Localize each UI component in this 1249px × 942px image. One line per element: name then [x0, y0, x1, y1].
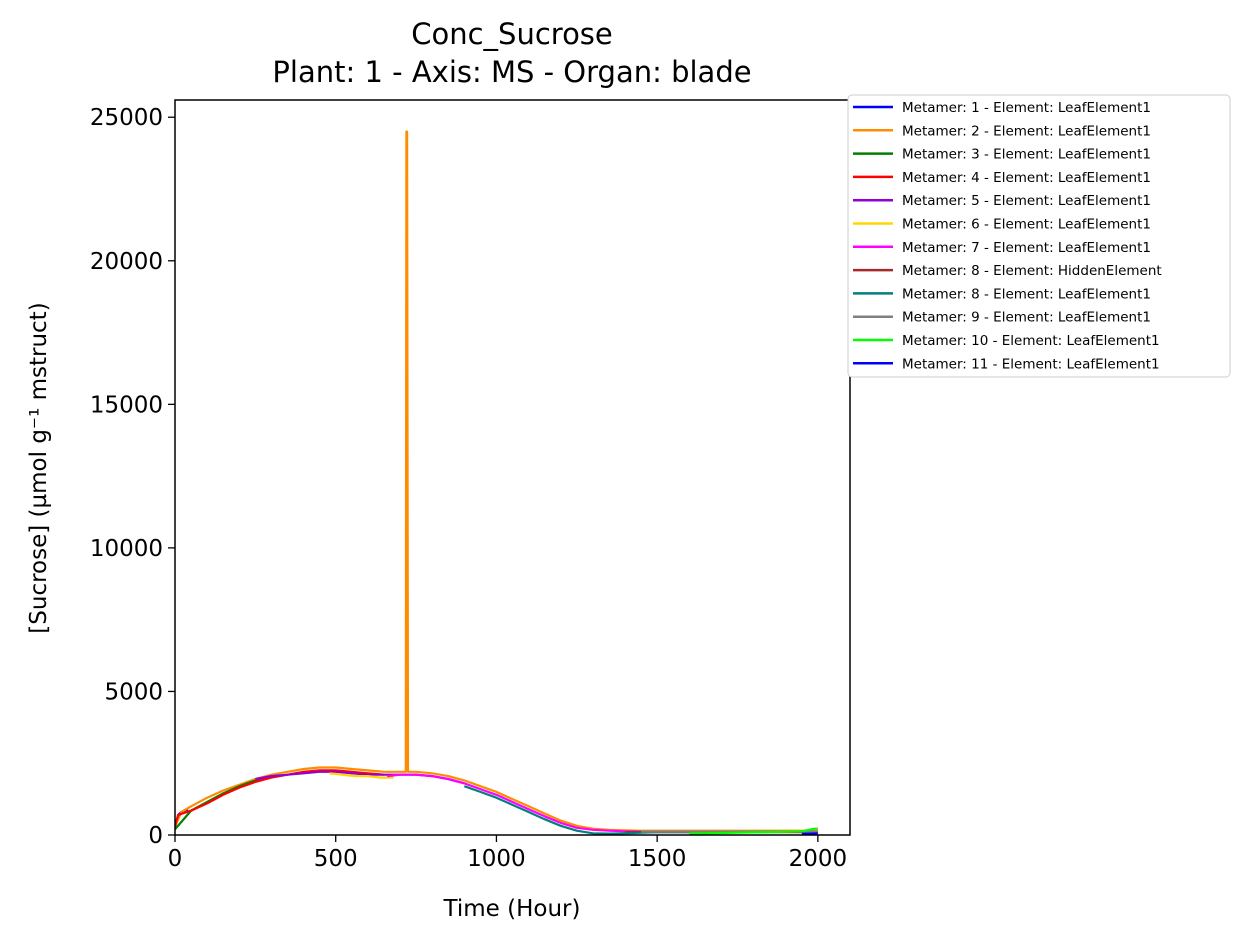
legend-entry-label: Metamer: 10 - Element: LeafElement1 — [902, 333, 1160, 349]
y-tick-label: 5000 — [104, 679, 163, 705]
x-tick-label: 1500 — [628, 846, 687, 872]
x-tick-label: 1000 — [467, 846, 526, 872]
y-tick-label: 20000 — [90, 249, 163, 275]
legend-entry-label: Metamer: 11 - Element: LeafElement1 — [902, 356, 1160, 372]
y-axis-label: [Sucrose] (µmol g⁻¹ mstruct) — [26, 302, 52, 633]
y-axis-ticks: 0 5000 10000 15000 20000 25000 — [90, 105, 175, 849]
plot-frame — [174, 99, 851, 836]
legend-entry-label: Metamer: 8 - Element: LeafElement1 — [902, 286, 1151, 302]
legend-entry-label: Metamer: 5 - Element: LeafElement1 — [902, 193, 1151, 209]
y-tick-label: 10000 — [90, 536, 163, 562]
x-axis-label: Time (Hour) — [443, 896, 581, 922]
legend-entry-label: Metamer: 4 - Element: LeafElement1 — [902, 170, 1151, 186]
legend-entry-label: Metamer: 1 - Element: LeafElement1 — [902, 100, 1151, 116]
legend-entry-label: Metamer: 2 - Element: LeafElement1 — [902, 123, 1151, 139]
y-tick-label: 15000 — [90, 392, 163, 418]
series-line-4 — [175, 769, 384, 827]
series-line-3 — [175, 775, 272, 831]
x-tick-label: 2000 — [789, 846, 848, 872]
plot-area — [174, 99, 851, 836]
series-line-12 — [801, 832, 818, 835]
y-tick-label: 25000 — [90, 105, 163, 131]
legend-entry-label: Metamer: 3 - Element: LeafElement1 — [902, 147, 1151, 163]
series-layer — [175, 130, 818, 835]
x-tick-label: 500 — [314, 846, 358, 872]
series-line-11 — [689, 827, 818, 835]
x-axis-ticks: 0 500 1000 1500 2000 — [168, 835, 847, 872]
legend: Metamer: 1 - Element: LeafElement1 Metame… — [847, 94, 1231, 378]
series-line-6 — [329, 772, 394, 779]
legend-entry-label: Metamer: 8 - Element: HiddenElement — [902, 263, 1162, 279]
chart-subtitle: Plant: 1 - Axis: MS - Organ: blade — [272, 55, 751, 89]
legend-entry-label: Metamer: 9 - Element: LeafElement1 — [902, 310, 1151, 326]
y-tick-label: 0 — [148, 823, 163, 849]
series-line-7 — [386, 773, 642, 833]
legend-entry-label: Metamer: 6 - Element: LeafElement1 — [902, 217, 1151, 233]
chart-title: Conc_Sucrose — [411, 17, 613, 51]
series-line-2 — [175, 130, 818, 832]
legend-entry-label: Metamer: 7 - Element: LeafElement1 — [902, 240, 1151, 256]
x-tick-label: 0 — [168, 846, 183, 872]
legend-frame — [847, 94, 1231, 378]
